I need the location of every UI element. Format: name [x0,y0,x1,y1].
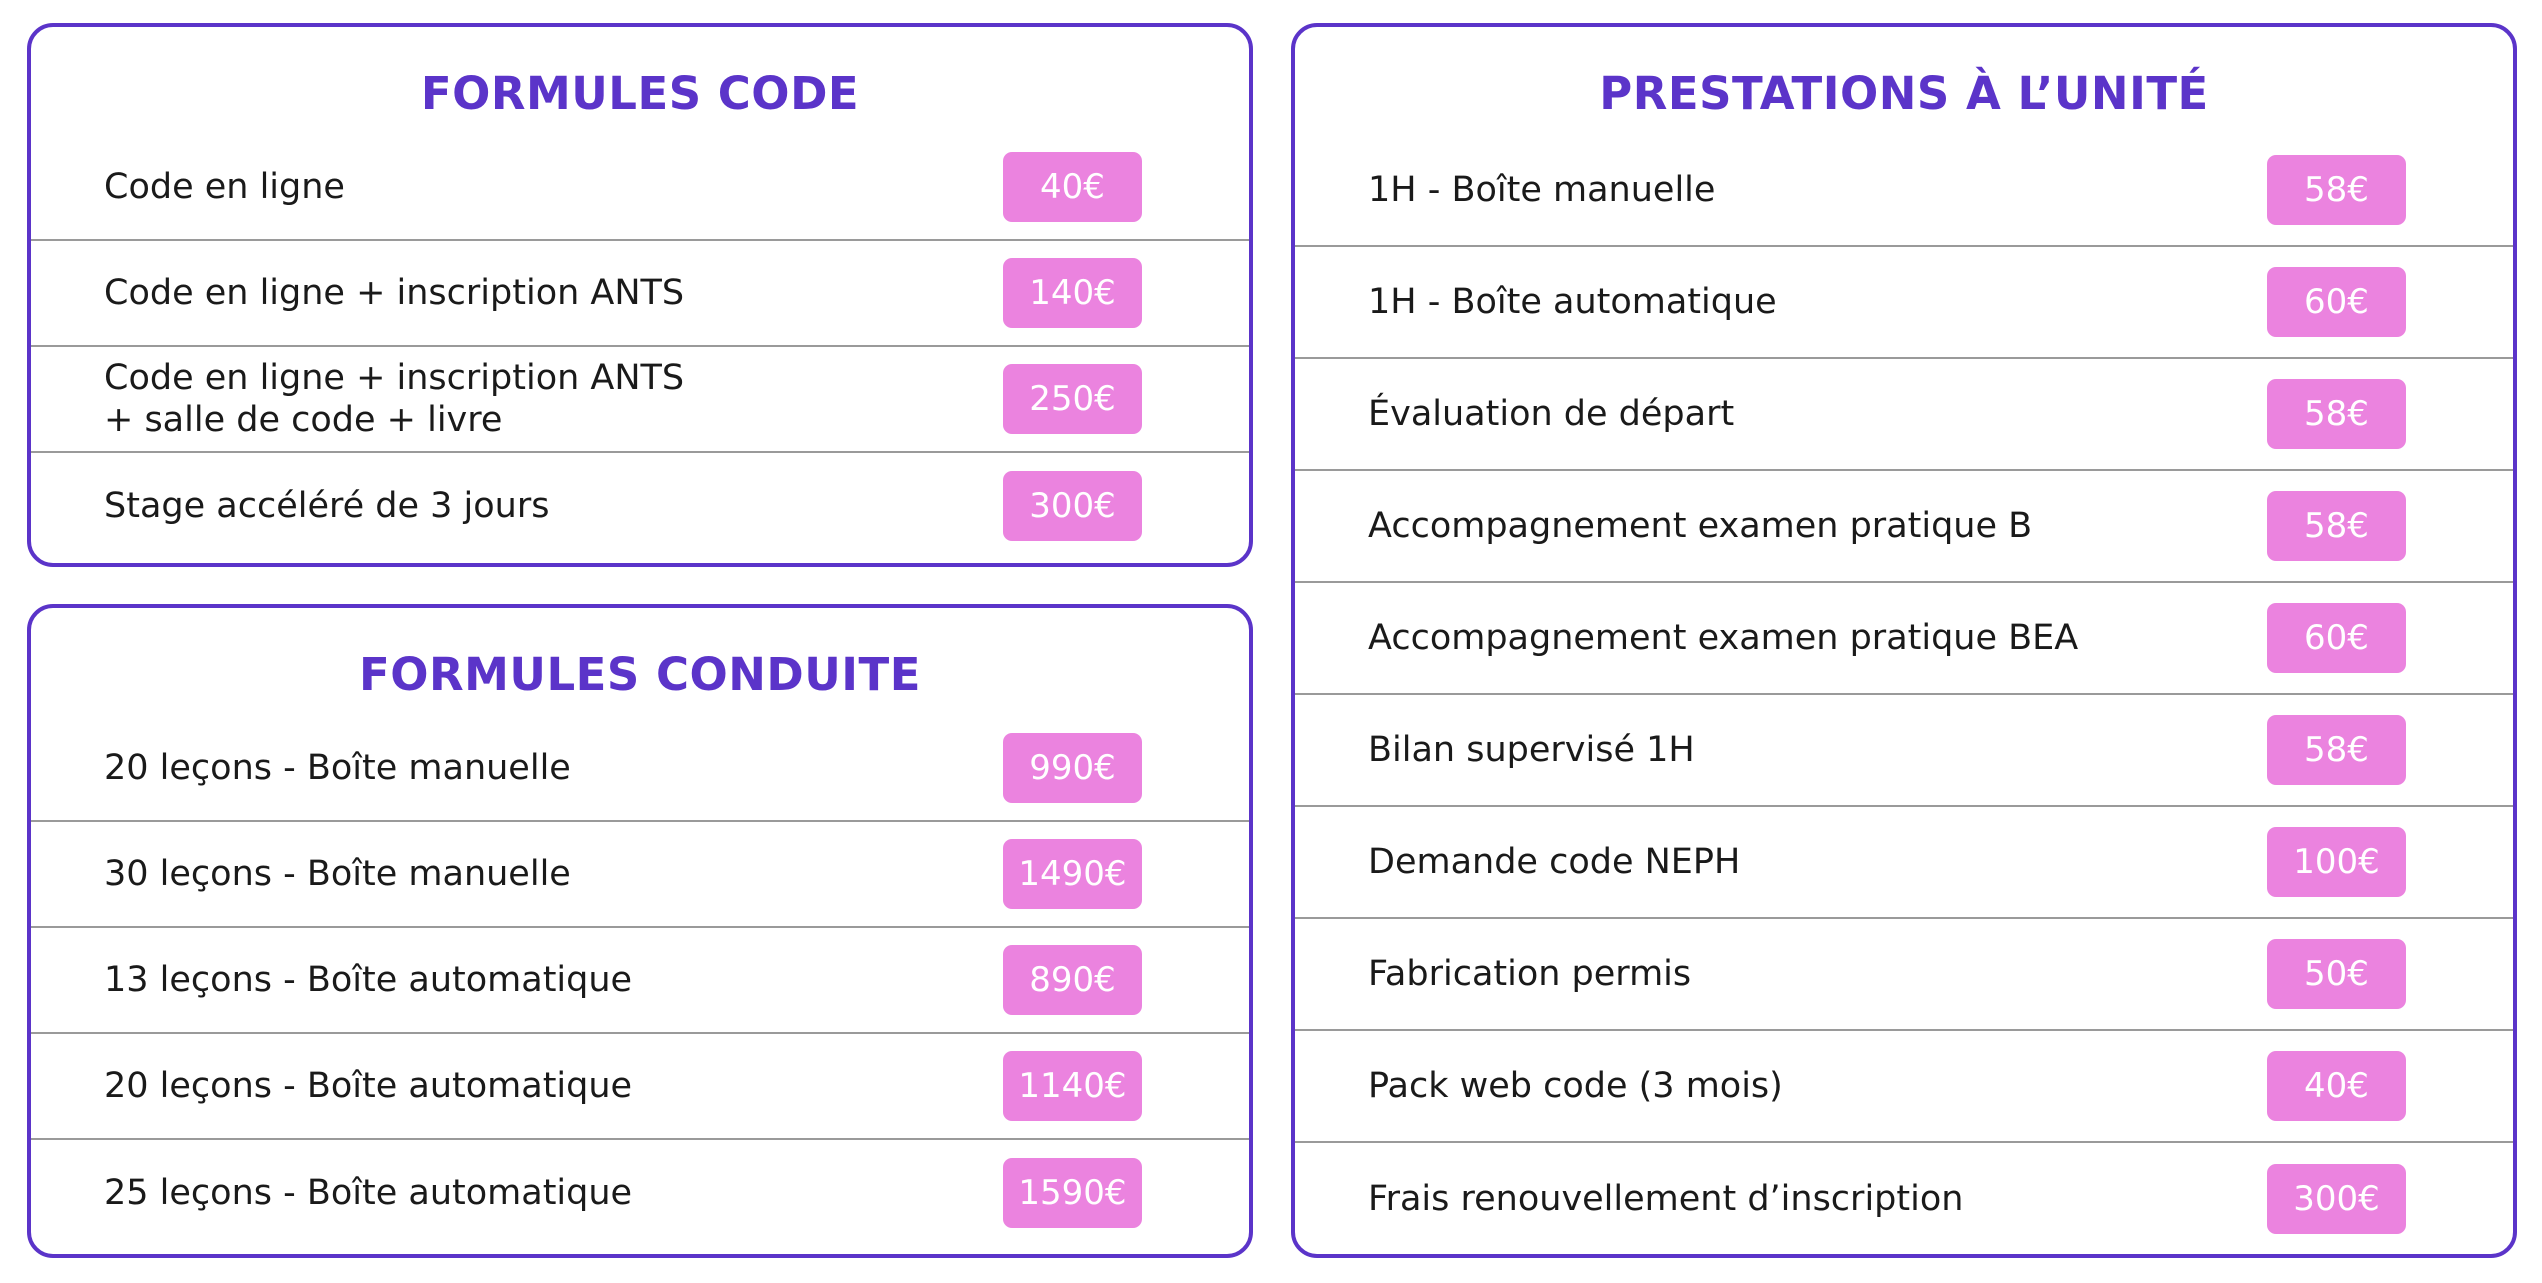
item-label: Fabrication permis [1368,954,1692,994]
price-badge: 50€ [2267,939,2406,1009]
list-item: 30 leçons - Boîte manuelle 1490€ [31,822,1249,928]
price-badge: 1590€ [1003,1158,1142,1228]
item-label: Pack web code (3 mois) [1368,1066,1783,1106]
item-label: 25 leçons - Boîte automatique [104,1173,633,1213]
item-label: Demande code NEPH [1368,842,1741,882]
price-badge: 60€ [2267,267,2406,337]
price-badge: 140€ [1003,258,1142,328]
item-label: Code en ligne + inscription ANTS + salle… [104,358,685,440]
list-item: Évaluation de départ 58€ [1295,359,2513,471]
price-badge: 300€ [1003,471,1142,541]
list-item: 25 leçons - Boîte automatique 1590€ [31,1140,1249,1246]
item-label: Bilan supervisé 1H [1368,730,1695,770]
item-label: 1H - Boîte automatique [1368,282,1777,322]
list-item: Frais renouvellement d’inscription 300€ [1295,1143,2513,1254]
list-item: Accompagnement examen pratique BEA 60€ [1295,583,2513,695]
list-item: Demande code NEPH 100€ [1295,807,2513,919]
price-badge: 40€ [2267,1051,2406,1121]
item-label: 20 leçons - Boîte automatique [104,1066,633,1106]
price-badge: 58€ [2267,491,2406,561]
list-item: Stage accéléré de 3 jours 300€ [31,453,1249,559]
price-badge: 1140€ [1003,1051,1142,1121]
list-item: 20 leçons - Boîte manuelle 990€ [31,716,1249,822]
list-item: Code en ligne 40€ [31,135,1249,241]
item-label: 1H - Boîte manuelle [1368,170,1716,210]
list-item: 20 leçons - Boîte automatique 1140€ [31,1034,1249,1140]
price-badge: 58€ [2267,379,2406,449]
price-badge: 1490€ [1003,839,1142,909]
price-badge: 40€ [1003,152,1142,222]
formules-code-card: FORMULES CODE Code en ligne 40€ Code en … [27,23,1253,567]
list-item: 1H - Boîte automatique 60€ [1295,247,2513,359]
formules-conduite-card: FORMULES CONDUITE 20 leçons - Boîte manu… [27,604,1253,1258]
item-label: Stage accéléré de 3 jours [104,486,550,526]
list-item: 1H - Boîte manuelle 58€ [1295,135,2513,247]
price-badge: 58€ [2267,155,2406,225]
price-badge: 58€ [2267,715,2406,785]
list-item: 13 leçons - Boîte automatique 890€ [31,928,1249,1034]
item-label: Code en ligne [104,167,345,207]
list-item: Pack web code (3 mois) 40€ [1295,1031,2513,1143]
prestations-unite-list: 1H - Boîte manuelle 58€ 1H - Boîte autom… [1295,135,2513,1254]
formules-conduite-list: 20 leçons - Boîte manuelle 990€ 30 leçon… [31,716,1249,1246]
price-badge: 890€ [1003,945,1142,1015]
list-item: Accompagnement examen pratique B 58€ [1295,471,2513,583]
item-label: 30 leçons - Boîte manuelle [104,854,571,894]
formules-code-list: Code en ligne 40€ Code en ligne + inscri… [31,135,1249,559]
prestations-unite-title: PRESTATIONS À L’UNITÉ [1599,67,2209,120]
price-badge: 990€ [1003,733,1142,803]
price-badge: 100€ [2267,827,2406,897]
item-label: Frais renouvellement d’inscription [1368,1179,1964,1219]
item-label: 20 leçons - Boîte manuelle [104,748,571,788]
formules-conduite-title: FORMULES CONDUITE [359,648,921,701]
price-badge: 250€ [1003,364,1142,434]
list-item: Bilan supervisé 1H 58€ [1295,695,2513,807]
item-label: Code en ligne + inscription ANTS [104,273,685,313]
formules-code-title: FORMULES CODE [420,67,860,120]
item-label: Accompagnement examen pratique B [1368,506,2033,546]
list-item: Code en ligne + inscription ANTS + salle… [31,347,1249,453]
price-badge: 60€ [2267,603,2406,673]
prestations-unite-card: PRESTATIONS À L’UNITÉ 1H - Boîte manuell… [1291,23,2517,1258]
list-item: Fabrication permis 50€ [1295,919,2513,1031]
list-item: Code en ligne + inscription ANTS 140€ [31,241,1249,347]
item-label: Évaluation de départ [1368,394,1735,434]
price-badge: 300€ [2267,1164,2406,1234]
item-label: Accompagnement examen pratique BEA [1368,618,2079,658]
item-label: 13 leçons - Boîte automatique [104,960,633,1000]
